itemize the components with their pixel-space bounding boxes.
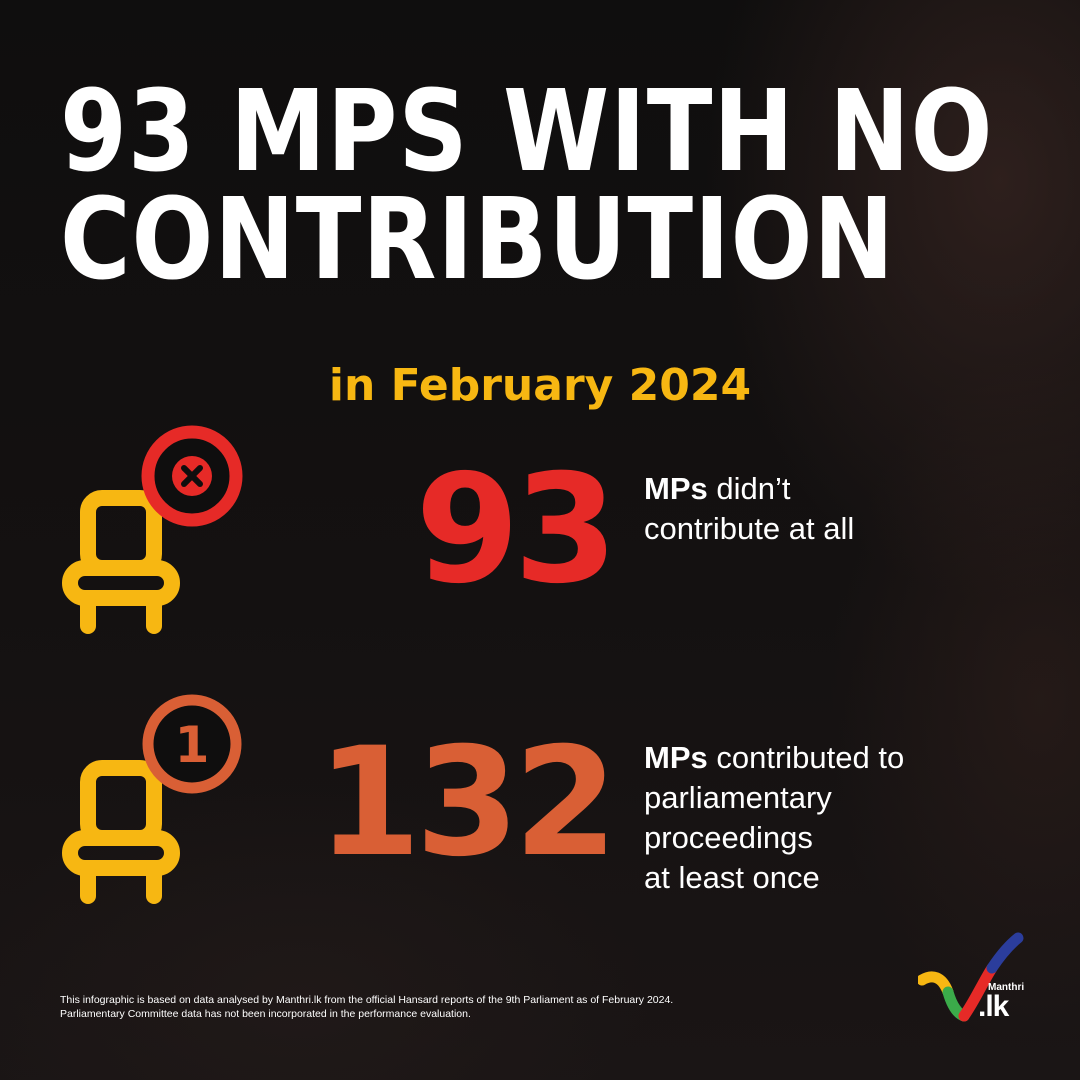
footnote-line-1: This infographic is based on data analys… <box>60 994 674 1006</box>
stat-number-no-contribution: 93 <box>415 443 618 617</box>
stat-text-line-4: at least once <box>644 860 820 895</box>
logo-wordmark-big: .lk <box>978 990 1009 1023</box>
chair-with-one-icon: 1 <box>62 694 242 904</box>
stat-number-contributed: 132 <box>316 716 618 890</box>
footnote-line-2: Parliamentary Committee data has not bee… <box>60 1008 471 1020</box>
stat-text-line-3: proceedings <box>644 820 813 855</box>
stat-text-line-2: contribute at all <box>644 511 855 546</box>
stat-text-contributed: MPs contributed to parliamentary proceed… <box>644 738 1064 898</box>
stat-highlight: MPs <box>644 471 708 506</box>
one-badge: 1 <box>142 694 242 794</box>
stat-text-no-contribution: MPs didn’t contribute at all <box>644 469 1044 549</box>
badge-number: 1 <box>175 716 210 774</box>
chair-with-x-icon <box>62 425 243 634</box>
stat-text-line-1: contributed to <box>707 740 905 775</box>
logo-wordmark-small: Manthri <box>988 982 1025 993</box>
footnote: This infographic is based on data analys… <box>60 993 880 1021</box>
stat-text-line-1: didn’t <box>707 471 791 506</box>
manthri-logo-checkmark-icon <box>918 932 1024 1022</box>
headline-line-1: 93 MPS WITH NO <box>60 67 994 197</box>
subheadline: in February 2024 <box>328 360 752 411</box>
headline-line-2: CONTRIBUTION <box>60 175 895 305</box>
headline: 93 MPS WITH NO CONTRIBUTION <box>60 67 994 305</box>
stat-highlight: MPs <box>644 740 708 775</box>
stat-text-line-2: parliamentary <box>644 780 832 815</box>
x-badge <box>141 425 243 527</box>
